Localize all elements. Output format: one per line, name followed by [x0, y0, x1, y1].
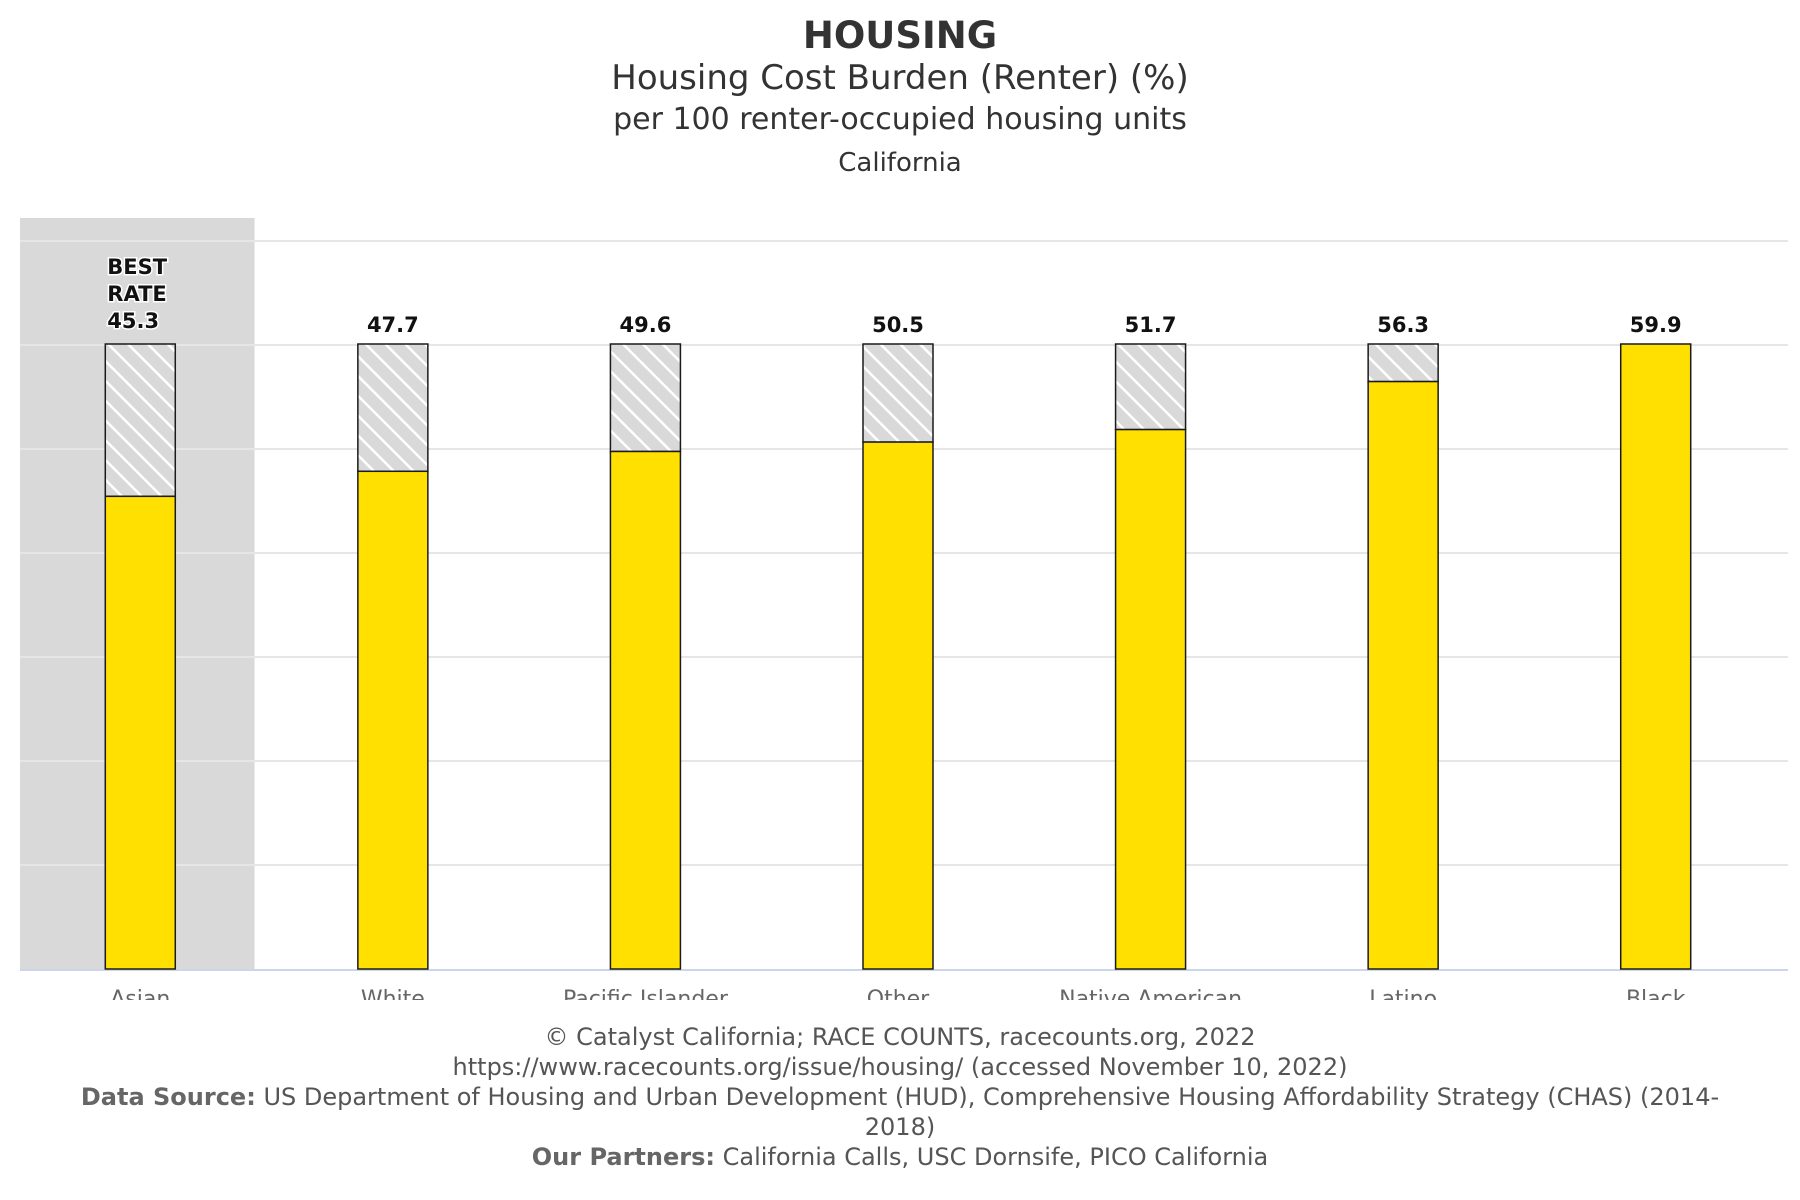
value-label: 49.6 — [620, 313, 672, 337]
category-labels: Asian White Pacific Islander Other Native Am… — [110, 987, 1685, 1000]
footer-url: https://www.racecounts.org/issue/housing… — [452, 1053, 1348, 1081]
footer-partners-text: California Calls, USC Dornsife, PICO Cal… — [722, 1143, 1269, 1171]
footer-source-label: Data Source: — [80, 1083, 256, 1111]
bar-gap-pacific-islander — [609, 343, 682, 453]
bar-latino[interactable] — [1367, 380, 1439, 970]
category-label: Latino — [1369, 987, 1437, 1000]
bar-gap-white — [357, 343, 429, 473]
footer-source-text: US Department of Housing and Urban Devel… — [263, 1083, 1720, 1111]
value-label: 50.5 — [872, 313, 924, 337]
chart-subtitle: Housing Cost Burden (Renter) (%) — [611, 58, 1189, 98]
footer-partners-label: Our Partners: — [531, 1143, 715, 1171]
best-rate-label: RATE — [107, 282, 166, 306]
bar-gap-other — [862, 343, 934, 443]
bar-chart: BEST RATE 45.3 47.7 49.6 50.5 51.7 56.3 59.9 Asi… — [20, 218, 1788, 1000]
category-label: Pacific Islander — [563, 987, 729, 1000]
bars — [104, 343, 1692, 970]
footer-partners: Our Partners: California Calls, USC Dorn… — [0, 1142, 1800, 1172]
category-label: Other — [867, 987, 930, 1000]
footer-copyright: © Catalyst California; RACE COUNTS, race… — [544, 1023, 1256, 1051]
bar-gap-native-american — [1114, 343, 1187, 431]
bar-black[interactable] — [1619, 343, 1692, 970]
value-label: 47.7 — [367, 313, 419, 337]
value-label: 51.7 — [1125, 313, 1177, 337]
best-rate-label: BEST — [107, 255, 167, 279]
footer-source-cont: 2018) — [864, 1113, 936, 1141]
value-label: 56.3 — [1377, 313, 1429, 337]
footer-source: Data Source: US Department of Housing an… — [0, 1082, 1800, 1112]
value-labels: BEST RATE 45.3 47.7 49.6 50.5 51.7 56.3 59.9 — [106, 254, 1682, 338]
bar-gap-latino — [1367, 343, 1439, 383]
bar-asian[interactable] — [104, 495, 177, 970]
bar-other[interactable] — [862, 441, 934, 970]
category-label: Black — [1626, 987, 1686, 1000]
value-label: 59.9 — [1630, 313, 1682, 337]
bar-native-american[interactable] — [1114, 428, 1187, 970]
chart-unit-label: per 100 renter-occupied housing units — [613, 102, 1187, 137]
category-label: Asian — [110, 987, 170, 1000]
chart-geography: California — [838, 148, 962, 178]
bar-gap-asian — [104, 343, 177, 498]
bar-white[interactable] — [357, 470, 429, 970]
chart-title: HOUSING — [802, 14, 998, 57]
chart-footer: © Catalyst California; RACE COUNTS, race… — [0, 1022, 1800, 1172]
category-label: White — [361, 987, 425, 1000]
value-label: 45.3 — [107, 309, 159, 333]
bar-pacific-islander[interactable] — [609, 450, 682, 970]
category-label: Native American — [1059, 987, 1242, 1000]
